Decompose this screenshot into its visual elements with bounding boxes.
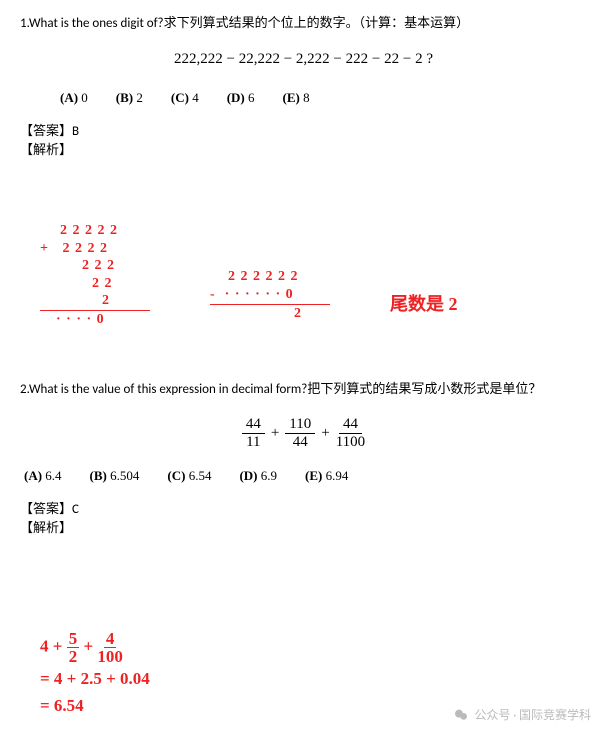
q1-stem: 1.What is the ones digit of?求下列算式结果的个位上的… (20, 12, 587, 31)
q2-choices: (A) 6.4 (B) 6.504 (C) 6.54 (D) 6.9 (E) 6… (20, 468, 587, 484)
q1-expression: 222,222 − 22,222 − 2,222 − 222 − 22 − 2 … (20, 51, 587, 68)
q1-hand-note: 尾数是 2 (390, 290, 458, 316)
q1-hand-addition: 2 2 2 2 2 + 2 2 2 2 2 2 2 2 2 2 · · · · … (40, 222, 150, 328)
q2-choice-e: (E) 6.94 (305, 468, 348, 484)
q1-choice-d: (D) 6 (227, 90, 255, 106)
q2-choice-d: (D) 6.9 (239, 468, 277, 484)
q2-choice-c: (C) 6.54 (167, 468, 211, 484)
q1-choice-b: (B) 2 (116, 90, 143, 106)
q2-stem: 2.What is the value of this expression i… (20, 378, 587, 397)
q1-hand-subtraction: 2 2 2 2 2 2 - · · · · · · 0 2 (210, 268, 330, 324)
q2-expression: 4411 + 11044 + 441100 (20, 417, 587, 450)
q1-choice-c: (C) 4 (171, 90, 199, 106)
q1-choices: (A) 0 (B) 2 (C) 4 (D) 6 (E) 8 (20, 90, 587, 106)
q2-answer: 【答案】C (20, 498, 587, 517)
q1-choice-a: (A) 0 (60, 90, 88, 106)
q1-answer: 【答案】B (20, 120, 587, 139)
q2-choice-a: (A) 6.4 (24, 468, 62, 484)
q1-explain-label: 【解析】 (20, 139, 587, 158)
q2-explain-label: 【解析】 (20, 517, 587, 536)
watermark: 公众号 · 国际竞赛学科 (453, 706, 591, 723)
q1-choice-e: (E) 8 (282, 90, 309, 106)
q2-hand-work: 4 + 52 + 4100 = 4 + 2.5 + 0.04 = 6.54 (40, 630, 150, 719)
q2-choice-b: (B) 6.504 (90, 468, 140, 484)
wechat-icon (453, 707, 469, 723)
